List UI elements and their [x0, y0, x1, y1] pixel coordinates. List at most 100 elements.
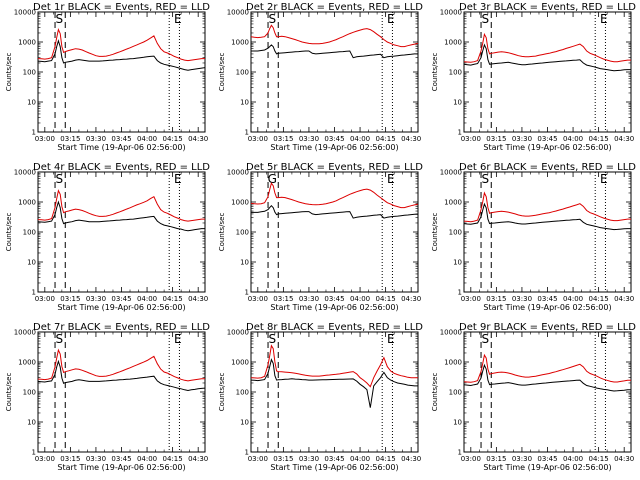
x-tick-label: 03:30	[299, 295, 319, 303]
x-axis-label: Start Time (19-Apr-06 02:56:00)	[483, 143, 611, 152]
flag-label: S	[481, 332, 489, 346]
x-tick-label: 04:30	[188, 455, 208, 463]
y-axis-label: Counts/sec	[218, 373, 226, 412]
y-tick-label: 1000	[231, 359, 249, 367]
series-events-line	[250, 358, 418, 408]
x-tick-label: 03:30	[299, 135, 319, 143]
y-axis-label: Counts/sec	[5, 213, 13, 252]
y-tick-label: 1000	[444, 359, 462, 367]
y-tick-label: 1	[32, 289, 36, 297]
series-lld-line	[250, 344, 418, 388]
y-tick-label: 100	[449, 389, 462, 397]
series-lld-line	[463, 353, 631, 383]
series-events-line	[463, 43, 631, 72]
y-axis-label: Counts/sec	[218, 213, 226, 252]
x-tick-label: 03:45	[324, 295, 344, 303]
panel-3: Det 3r BLACK = Events, RED = LLD 1 10 100 10…	[431, 2, 636, 152]
panel-4: Det 4r BLACK = Events, RED = LLD 1 10 100 10…	[5, 162, 210, 312]
x-tick-label: 04:15	[376, 135, 396, 143]
flag-label: E	[600, 172, 608, 186]
panel-title: Det 1r BLACK = Events, RED = LLD	[33, 2, 210, 13]
x-tick-label: 03:30	[86, 295, 106, 303]
plot-frame	[250, 11, 419, 133]
x-tick-label: 03:00	[461, 135, 481, 143]
y-tick-label: 1000	[444, 39, 462, 47]
x-tick-label: 03:15	[486, 295, 506, 303]
series-lld-line	[250, 24, 419, 48]
y-tick-label: 100	[23, 69, 36, 77]
series-events-line	[37, 200, 205, 232]
x-tick-label: 03:45	[537, 135, 557, 143]
y-tick-label: 10000	[440, 9, 462, 17]
series-lld-line	[37, 189, 205, 222]
x-axis-label: Start Time (19-Apr-06 02:56:00)	[270, 143, 398, 152]
series-lld-line	[463, 191, 631, 223]
y-tick-label: 10000	[440, 329, 462, 337]
flag-label: S	[481, 12, 489, 26]
x-tick-label: 04:15	[163, 295, 183, 303]
x-tick-label: 03:00	[35, 455, 55, 463]
series-lld-line	[463, 32, 631, 63]
x-tick-label: 03:30	[512, 135, 532, 143]
y-tick-label: 10000	[14, 169, 36, 177]
series-events-line	[251, 44, 418, 59]
series-events-line	[37, 359, 206, 392]
y-tick-label: 10	[240, 99, 249, 107]
x-tick-label: 03:00	[248, 455, 268, 463]
series-events-line	[463, 363, 631, 392]
x-tick-label: 03:15	[273, 135, 293, 143]
y-tick-label: 1	[245, 449, 249, 457]
y-tick-label: 10000	[227, 9, 249, 17]
plot-frame	[250, 331, 419, 453]
x-tick-label: 03:45	[111, 135, 131, 143]
x-tick-label: 04:00	[350, 455, 370, 463]
x-tick-label: 04:15	[376, 295, 396, 303]
y-tick-label: 10	[27, 419, 36, 427]
x-tick-label: 04:30	[188, 295, 208, 303]
plot-frame	[37, 331, 206, 453]
x-tick-label: 03:00	[248, 295, 268, 303]
panel-5: Det 5r BLACK = Events, RED = LLD 1 10 100 10…	[218, 162, 423, 312]
y-tick-label: 1000	[444, 199, 462, 207]
y-tick-label: 100	[449, 69, 462, 77]
y-tick-label: 10000	[440, 169, 462, 177]
x-tick-label: 03:15	[60, 295, 80, 303]
y-tick-label: 1	[458, 289, 462, 297]
plot-frame	[463, 171, 632, 293]
panel-title: Det 2r BLACK = Events, RED = LLD	[246, 2, 423, 13]
x-tick-label: 03:30	[86, 455, 106, 463]
x-tick-label: 04:15	[589, 455, 609, 463]
x-tick-label: 03:30	[512, 455, 532, 463]
x-tick-label: 03:45	[537, 455, 557, 463]
x-tick-label: 04:30	[614, 455, 634, 463]
flag-label: E	[600, 12, 608, 26]
y-axis-label: Counts/sec	[431, 373, 439, 412]
y-tick-label: 1	[32, 449, 36, 457]
panel-title: Det 5r BLACK = Events, RED = LLD	[246, 162, 423, 173]
x-tick-label: 04:30	[614, 135, 634, 143]
x-tick-label: 03:30	[86, 135, 106, 143]
flag-label: E	[387, 172, 395, 186]
x-tick-label: 04:00	[563, 295, 583, 303]
x-tick-label: 04:30	[401, 295, 421, 303]
x-axis-label: Start Time (19-Apr-06 02:56:00)	[57, 143, 185, 152]
x-tick-label: 04:15	[589, 295, 609, 303]
y-tick-label: 1000	[18, 39, 36, 47]
y-axis-label: Counts/sec	[5, 373, 13, 412]
x-tick-label: 03:00	[461, 455, 481, 463]
panel-title: Det 9r BLACK = Events, RED = LLD	[459, 322, 636, 333]
x-axis-label: Start Time (19-Apr-06 02:56:00)	[57, 463, 185, 472]
panel-2: Det 2r BLACK = Events, RED = LLD 1 10 100 10…	[218, 2, 423, 152]
y-tick-label: 100	[236, 229, 249, 237]
y-tick-label: 10	[453, 419, 462, 427]
y-tick-label: 1	[458, 449, 462, 457]
x-tick-label: 03:15	[60, 455, 80, 463]
flag-label: S	[268, 12, 276, 26]
x-tick-label: 04:00	[137, 455, 157, 463]
flag-label: E	[174, 172, 182, 186]
y-tick-label: 10000	[227, 169, 249, 177]
x-tick-label: 03:30	[512, 295, 532, 303]
x-tick-label: 04:30	[188, 135, 208, 143]
x-tick-label: 04:30	[614, 295, 634, 303]
x-tick-label: 03:15	[273, 295, 293, 303]
